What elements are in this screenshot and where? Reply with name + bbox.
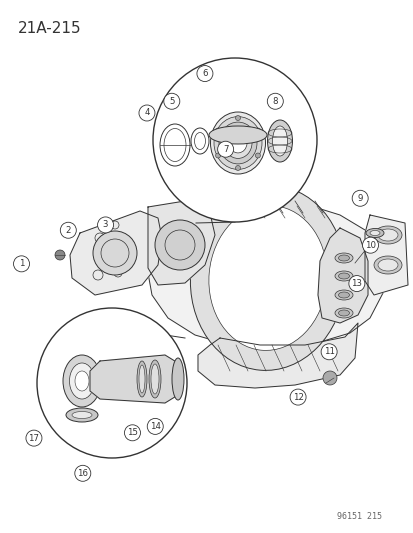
Text: 10: 10 [364,241,375,249]
Ellipse shape [218,122,256,164]
Text: 4: 4 [144,109,150,117]
Circle shape [26,430,42,446]
Circle shape [217,141,233,157]
Ellipse shape [369,230,379,236]
Polygon shape [70,211,161,295]
Circle shape [255,128,260,133]
Ellipse shape [190,185,345,370]
Ellipse shape [75,371,89,391]
Circle shape [93,231,137,275]
Ellipse shape [365,229,383,238]
Ellipse shape [338,273,349,279]
Polygon shape [147,195,384,348]
Circle shape [97,217,113,233]
Ellipse shape [210,112,265,174]
Text: 9: 9 [357,194,362,203]
Circle shape [164,93,179,109]
Ellipse shape [338,255,349,261]
Ellipse shape [151,364,159,394]
Ellipse shape [373,256,401,274]
Ellipse shape [334,290,352,300]
Text: 96151 215: 96151 215 [337,512,382,521]
Ellipse shape [171,358,183,400]
Circle shape [154,220,204,270]
Text: 21A-215: 21A-215 [18,21,81,36]
Ellipse shape [149,360,161,398]
Circle shape [153,58,316,222]
Circle shape [215,153,220,158]
Text: 15: 15 [127,429,138,437]
Text: 5: 5 [169,97,174,106]
Circle shape [215,128,220,133]
Text: 13: 13 [351,279,361,288]
Ellipse shape [209,126,266,144]
Ellipse shape [272,126,287,156]
Ellipse shape [267,120,292,162]
Ellipse shape [338,292,349,298]
Circle shape [60,222,76,238]
Text: 8: 8 [272,97,278,106]
Text: 2: 2 [65,226,71,235]
Polygon shape [197,323,357,388]
Text: 17: 17 [28,434,39,442]
Circle shape [139,105,154,121]
Ellipse shape [214,117,261,169]
Text: 14: 14 [150,422,160,431]
Text: 7: 7 [222,145,228,154]
Circle shape [290,389,305,405]
Text: 11: 11 [323,348,334,356]
Ellipse shape [377,229,397,241]
Circle shape [55,250,65,260]
Ellipse shape [209,206,326,350]
Ellipse shape [377,259,397,271]
Circle shape [75,465,90,481]
Circle shape [322,371,336,385]
Ellipse shape [69,363,94,399]
Circle shape [197,66,212,82]
Ellipse shape [373,226,401,244]
Circle shape [255,153,260,158]
Polygon shape [317,228,367,323]
Polygon shape [364,215,407,295]
Circle shape [348,276,364,292]
Ellipse shape [228,133,247,153]
Circle shape [124,425,140,441]
Ellipse shape [223,127,252,158]
Polygon shape [147,201,214,285]
Ellipse shape [137,361,147,397]
Text: 12: 12 [292,393,303,401]
Text: 6: 6 [202,69,207,78]
Ellipse shape [334,308,352,318]
Polygon shape [90,355,178,403]
Circle shape [235,166,240,171]
Circle shape [235,116,240,120]
Circle shape [267,93,282,109]
Circle shape [320,344,336,360]
Circle shape [351,190,367,206]
Ellipse shape [139,365,145,393]
Text: 1: 1 [19,260,24,268]
Circle shape [147,418,163,434]
Circle shape [14,256,29,272]
Ellipse shape [63,355,101,407]
Ellipse shape [334,271,352,281]
Text: 16: 16 [77,469,88,478]
Text: 3: 3 [102,221,108,229]
Circle shape [362,237,377,253]
Ellipse shape [72,411,92,418]
Ellipse shape [334,253,352,263]
Circle shape [37,308,187,458]
Ellipse shape [338,310,349,316]
Ellipse shape [66,408,98,422]
